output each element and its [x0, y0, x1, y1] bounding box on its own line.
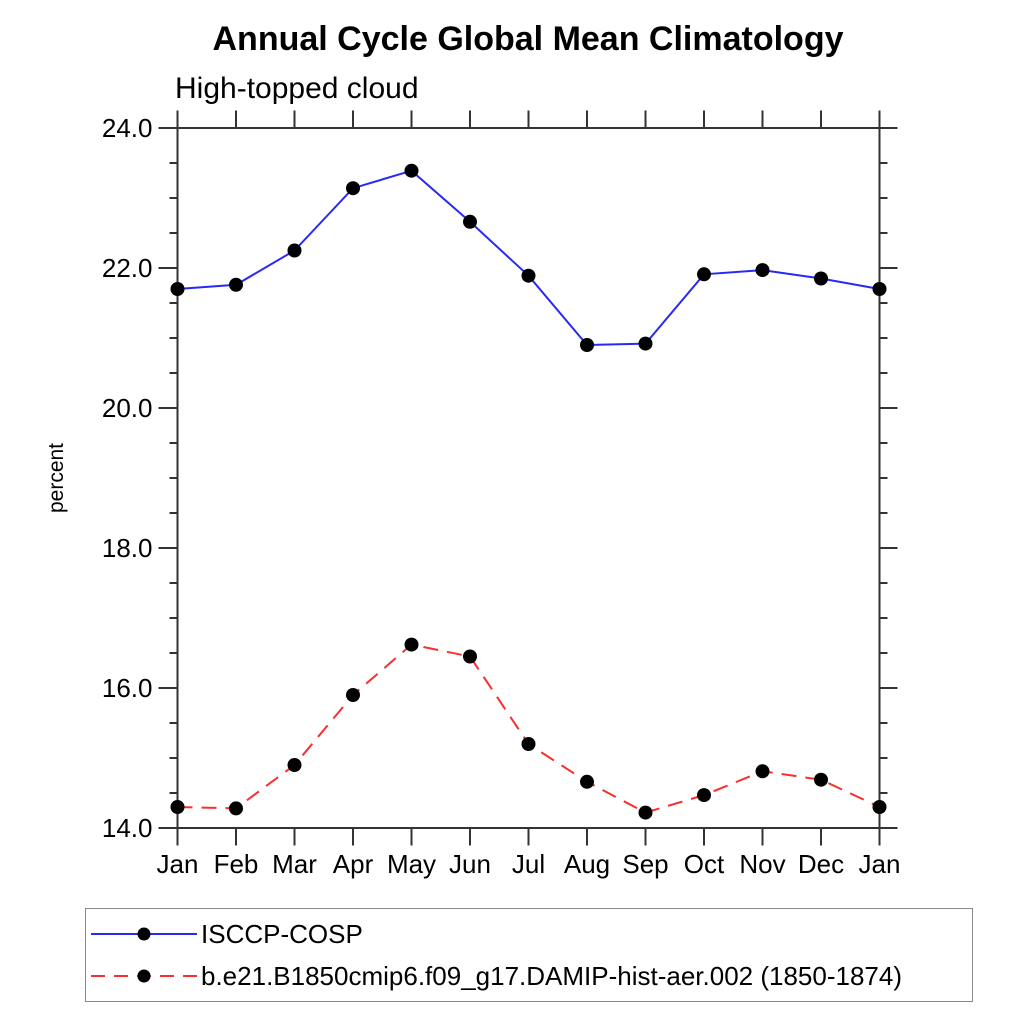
legend-label-isccp-cosp: ISCCP-COSP [201, 918, 363, 949]
y-tick-label: 22.0 [102, 253, 153, 283]
y-tick-label: 16.0 [102, 673, 153, 703]
data-point-marker [229, 277, 243, 292]
x-tick-label: May [387, 849, 436, 879]
x-tick-label: Apr [333, 849, 374, 879]
data-point-marker [638, 805, 653, 820]
y-tick-label: 18.0 [102, 533, 153, 563]
x-tick-label: Oct [684, 849, 725, 879]
data-point-marker [346, 688, 360, 702]
data-point-marker [404, 163, 419, 178]
data-point-marker [580, 774, 594, 789]
legend-box: ISCCP-COSP b.e21.B1850cmip6.f09_g17.DAMI… [85, 908, 973, 1002]
chart-title: Annual Cycle Global Mean Climatology [212, 20, 844, 58]
data-point-marker [580, 338, 594, 352]
legend-marker-dot [137, 927, 151, 941]
data-point-marker [638, 336, 653, 351]
legend-line-sample-solid [91, 927, 197, 941]
data-point-marker [170, 282, 185, 296]
data-point-marker [463, 649, 477, 664]
chart-subtitle: High-topped cloud [175, 72, 419, 105]
x-tick-label: Jan [157, 849, 199, 879]
data-point-marker [755, 263, 770, 278]
data-point-marker [872, 282, 887, 296]
x-tick-label: Sep [622, 849, 668, 879]
axis-frame [176, 127, 881, 829]
data-point-marker [697, 788, 711, 803]
data-point-marker [287, 758, 302, 772]
x-tick-label: Aug [564, 849, 610, 879]
data-point-marker [463, 214, 477, 229]
x-tick-label: Jan [859, 849, 901, 879]
x-tick-label: Feb [214, 849, 259, 879]
series-line-solid [177, 169, 880, 347]
legend-item-model-run: b.e21.B1850cmip6.f09_g17.DAMIP-hist-aer.… [89, 959, 972, 993]
x-tick-label: Nov [739, 849, 785, 879]
series-line-dashed [177, 643, 880, 814]
x-tick-label: Jun [449, 849, 491, 879]
legend-item-isccp-cosp: ISCCP-COSP [89, 917, 972, 951]
y-tick-label: 14.0 [102, 813, 153, 843]
data-point-marker [287, 243, 302, 258]
data-point-marker [872, 800, 887, 814]
data-point-marker [697, 267, 711, 282]
x-tick-label: Mar [272, 849, 317, 879]
data-point-marker [814, 772, 828, 787]
x-tick-label: Dec [798, 849, 844, 879]
data-point-marker [229, 801, 243, 816]
y-tick-label: 24.0 [102, 113, 153, 143]
legend-label-model-run: b.e21.B1850cmip6.f09_g17.DAMIP-hist-aer.… [201, 960, 902, 991]
x-tick-label: Jul [512, 849, 545, 879]
legend-marker-dot [137, 969, 151, 983]
data-point-marker [521, 268, 536, 283]
data-point-marker [170, 800, 185, 814]
data-point-marker [404, 637, 419, 652]
y-tick-label: 20.0 [102, 393, 153, 423]
data-point-marker [814, 271, 828, 286]
data-point-marker [755, 764, 770, 779]
data-point-marker [346, 181, 360, 196]
data-point-marker [521, 737, 536, 751]
legend-line-sample-dashed [91, 969, 197, 983]
